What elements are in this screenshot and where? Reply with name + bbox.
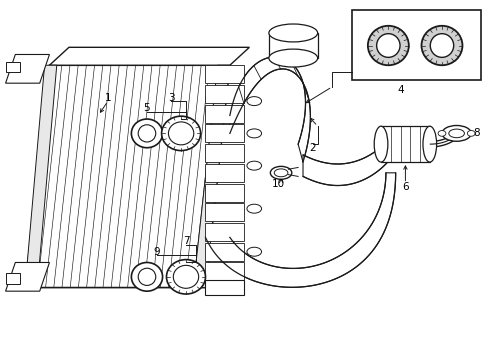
Text: 3: 3	[168, 93, 174, 103]
Ellipse shape	[246, 247, 261, 256]
Polygon shape	[193, 65, 229, 288]
Ellipse shape	[367, 26, 408, 65]
Ellipse shape	[138, 268, 156, 285]
Ellipse shape	[448, 129, 464, 138]
Polygon shape	[205, 203, 244, 221]
Ellipse shape	[441, 126, 470, 141]
Text: 1: 1	[104, 93, 111, 103]
Ellipse shape	[467, 131, 474, 136]
Text: 4: 4	[396, 85, 403, 95]
Text: 10: 10	[271, 179, 285, 189]
Ellipse shape	[421, 26, 462, 65]
Polygon shape	[380, 126, 429, 162]
Ellipse shape	[246, 96, 261, 105]
Ellipse shape	[429, 34, 453, 57]
Polygon shape	[205, 85, 244, 103]
Ellipse shape	[274, 169, 287, 177]
Polygon shape	[229, 57, 310, 162]
Ellipse shape	[131, 262, 162, 291]
Ellipse shape	[168, 122, 193, 145]
Text: 7: 7	[183, 236, 189, 246]
Ellipse shape	[373, 126, 387, 162]
Ellipse shape	[268, 49, 317, 67]
Polygon shape	[5, 62, 20, 72]
Ellipse shape	[270, 166, 291, 179]
Polygon shape	[205, 173, 395, 287]
Polygon shape	[205, 164, 244, 182]
Ellipse shape	[422, 126, 436, 162]
Polygon shape	[49, 47, 249, 65]
Text: 5: 5	[143, 103, 150, 113]
Ellipse shape	[166, 260, 205, 294]
Polygon shape	[205, 125, 244, 142]
Text: 8: 8	[472, 129, 478, 138]
Polygon shape	[205, 262, 244, 280]
Ellipse shape	[173, 265, 198, 288]
Text: 6: 6	[401, 182, 408, 192]
Ellipse shape	[437, 131, 445, 136]
Polygon shape	[205, 243, 244, 261]
Polygon shape	[205, 223, 244, 241]
Ellipse shape	[246, 161, 261, 170]
Polygon shape	[25, 65, 57, 288]
Polygon shape	[5, 262, 49, 291]
Polygon shape	[5, 54, 49, 83]
Ellipse shape	[376, 34, 399, 57]
Ellipse shape	[268, 24, 317, 42]
Ellipse shape	[131, 119, 162, 148]
Polygon shape	[25, 65, 229, 288]
Polygon shape	[205, 105, 244, 123]
Polygon shape	[205, 65, 244, 83]
Polygon shape	[205, 184, 244, 202]
Text: 2: 2	[309, 143, 315, 153]
Ellipse shape	[161, 116, 200, 150]
Text: 9: 9	[153, 247, 160, 257]
Ellipse shape	[138, 125, 156, 142]
Polygon shape	[268, 33, 317, 58]
Polygon shape	[205, 144, 244, 162]
Bar	[351, 10, 480, 80]
Ellipse shape	[246, 204, 261, 213]
Ellipse shape	[246, 129, 261, 138]
Polygon shape	[5, 273, 20, 284]
Polygon shape	[303, 137, 390, 185]
Polygon shape	[205, 280, 244, 295]
